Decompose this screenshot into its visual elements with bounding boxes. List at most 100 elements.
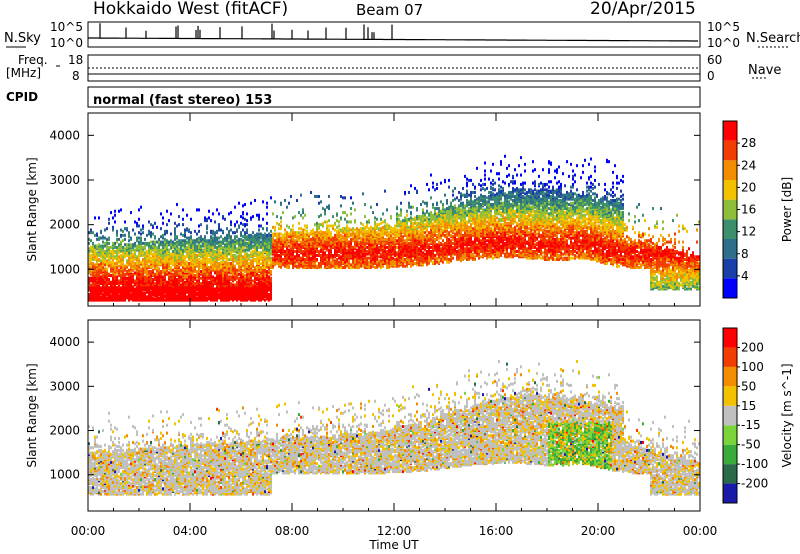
echo-cell	[300, 249, 302, 252]
echo-cell	[346, 214, 348, 217]
echo-cell	[376, 231, 378, 234]
echo-cell	[296, 231, 298, 234]
echo-cell	[216, 246, 218, 249]
echo-cell	[126, 243, 128, 246]
echo-cell	[278, 223, 280, 226]
echo-cell	[114, 269, 116, 272]
echo-cell	[140, 239, 142, 242]
echo-cell	[128, 259, 130, 262]
echo-cell	[410, 206, 412, 209]
echo-cell	[240, 238, 242, 241]
echo-cell	[128, 234, 130, 237]
echo-cell	[238, 243, 240, 246]
echo-cell	[186, 246, 188, 249]
echo-cell	[238, 273, 240, 276]
echo-cell	[140, 261, 142, 264]
echo-cell	[176, 274, 178, 277]
echo-cell	[230, 235, 232, 238]
echo-cell	[378, 259, 380, 262]
echo-cell	[210, 271, 212, 274]
echo-cell	[394, 254, 396, 257]
echo-cell	[198, 283, 200, 286]
echo-cell	[170, 269, 172, 272]
echo-cell	[184, 258, 186, 261]
echo-cell	[120, 234, 122, 237]
echo-cell	[106, 247, 108, 250]
echo-cell	[316, 224, 318, 227]
echo-cell	[434, 224, 436, 227]
echo-cell	[346, 233, 348, 236]
echo-cell	[270, 279, 272, 282]
echo-cell	[186, 227, 188, 230]
echo-cell	[280, 259, 282, 262]
echo-cell	[416, 222, 418, 225]
echo-cell	[218, 279, 220, 282]
echo-cell	[172, 275, 174, 278]
echo-cell	[442, 261, 444, 264]
echo-cell	[204, 282, 206, 285]
echo-cell	[376, 261, 378, 264]
echo-cell	[220, 274, 222, 277]
echo-cell	[436, 247, 438, 250]
echo-cell	[288, 249, 290, 252]
echo-cell	[374, 220, 376, 223]
echo-cell	[200, 270, 202, 273]
echo-cell	[228, 258, 230, 261]
echo-cell	[416, 215, 418, 218]
echo-cell	[246, 235, 248, 238]
echo-cell	[342, 227, 344, 230]
echo-cell	[292, 224, 294, 227]
echo-cell	[432, 245, 434, 248]
echo-cell	[240, 222, 242, 225]
echo-cell	[162, 263, 164, 266]
echo-cell	[196, 241, 198, 244]
echo-cell	[264, 235, 266, 238]
echo-cell	[410, 265, 412, 268]
noise-trace	[88, 23, 698, 41]
echo-cell	[164, 230, 166, 233]
echo-cell	[96, 273, 98, 276]
echo-cell	[302, 250, 304, 253]
echo-cell	[440, 210, 442, 213]
echo-cell	[406, 214, 408, 217]
echo-cell	[314, 245, 316, 248]
echo-cell	[114, 242, 116, 245]
echo-cell	[94, 277, 96, 280]
echo-cell	[252, 250, 254, 253]
echo-cell	[404, 250, 406, 253]
echo-cell	[320, 239, 322, 242]
echo-cell	[102, 245, 104, 248]
echo-cell	[246, 242, 248, 245]
echo-cell	[230, 253, 232, 256]
echo-cell	[150, 270, 152, 273]
echo-cell	[112, 216, 114, 219]
echo-cell	[178, 247, 180, 250]
echo-cell	[130, 250, 132, 253]
echo-cell	[434, 245, 436, 248]
echo-cell	[312, 247, 314, 250]
echo-cell	[424, 231, 426, 234]
echo-cell	[132, 243, 134, 246]
echo-cell	[114, 282, 116, 285]
echo-cell	[336, 234, 338, 237]
echo-cell	[92, 283, 94, 286]
echo-cell	[108, 237, 110, 240]
echo-cell	[232, 239, 234, 242]
echo-cell	[362, 233, 364, 236]
echo-cell	[358, 255, 360, 258]
echo-cell	[154, 246, 156, 249]
echo-cell	[208, 239, 210, 242]
echo-cell	[242, 223, 244, 226]
echo-cell	[226, 247, 228, 250]
echo-cell	[318, 253, 320, 256]
echo-cell	[206, 251, 208, 254]
echo-cell	[438, 207, 440, 210]
echo-cell	[444, 234, 446, 237]
echo-cell	[278, 250, 280, 253]
echo-cell	[260, 241, 262, 244]
echo-cell	[330, 231, 332, 234]
echo-cell	[262, 259, 264, 262]
echo-cell	[222, 277, 224, 280]
echo-cell	[132, 255, 134, 258]
echo-cell	[198, 230, 200, 233]
